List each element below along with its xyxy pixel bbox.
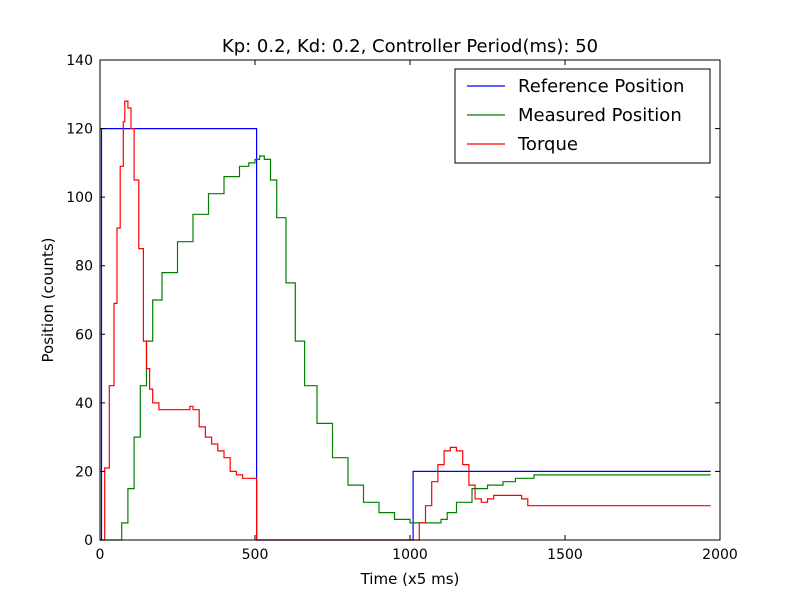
y-tick-label: 0 — [84, 533, 93, 549]
legend-label-2: Measured Position — [518, 105, 682, 126]
legend-label-1: Reference Position — [518, 76, 684, 97]
legend-box — [454, 68, 711, 164]
ticks-layer: 0 500 1000 1500 2000 0 20 40 60 80 100 120 140 — [66, 53, 738, 563]
y-tick-label: 20 — [75, 464, 93, 480]
x-tick-label: 500 — [242, 547, 269, 563]
legend: Reference Position Measured Position Torqu… — [454, 68, 711, 164]
y-axis-title: Position (counts) — [39, 237, 57, 362]
x-tick-label: 1000 — [392, 547, 428, 563]
y-tick-label: 60 — [75, 327, 93, 343]
x-tick-label: 2000 — [702, 547, 738, 563]
legend-entries: Reference Position Measured Position Torqu… — [467, 76, 684, 155]
chart-title: Kp: 0.2, Kd: 0.2, Controller Period(ms):… — [222, 36, 598, 57]
y-tick-label: 80 — [75, 259, 93, 275]
legend-label-3: Torque — [517, 134, 578, 155]
x-tick-label: 0 — [96, 547, 105, 563]
x-axis-title: Time (x5 ms) — [360, 570, 460, 588]
y-tick-label: 100 — [66, 190, 93, 206]
x-tick-label: 1500 — [547, 547, 583, 563]
y-tick-label: 120 — [66, 122, 93, 138]
series-line-3 — [100, 100, 711, 541]
series-line-2 — [100, 155, 711, 541]
y-tick-label: 40 — [75, 396, 93, 412]
y-tick-label: 140 — [66, 53, 93, 69]
